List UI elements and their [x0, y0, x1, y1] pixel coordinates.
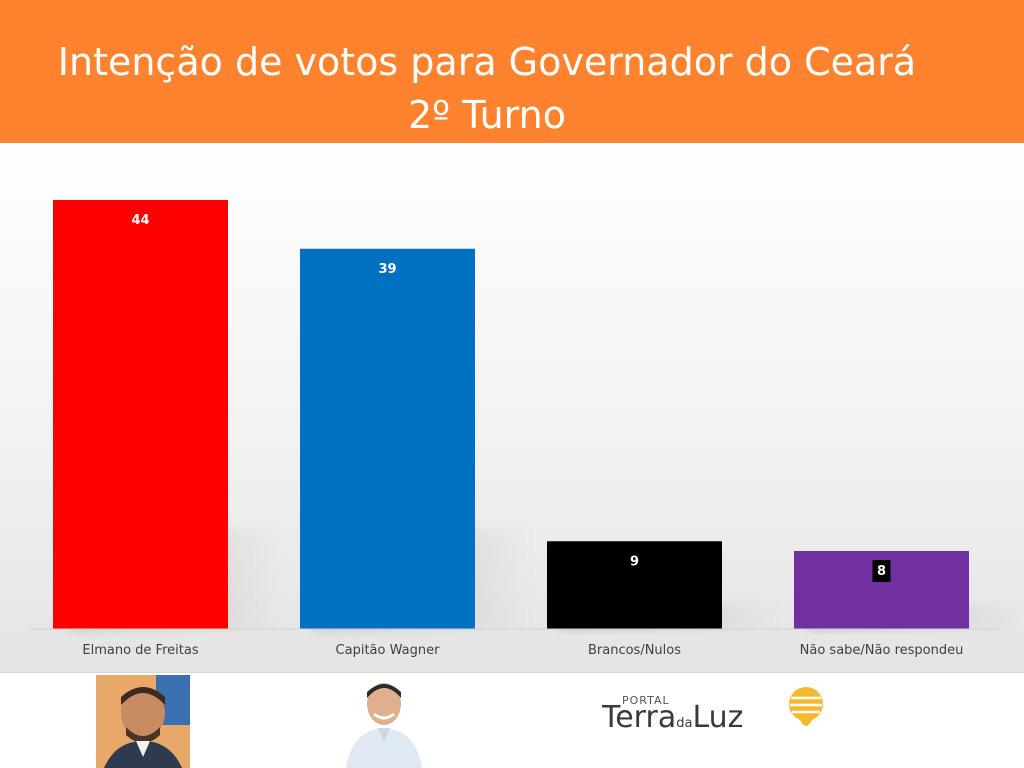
logo-luz-text: Luz: [692, 700, 744, 735]
data-label-wagner: 39: [378, 262, 396, 277]
chart-title: Intenção de votos para Governador do Cea…: [57, 40, 917, 84]
logo-portal-text: PORTAL: [622, 694, 670, 707]
logo-terra-text: Terra: [602, 700, 677, 735]
logo-wordmark: TerradaLuz: [602, 700, 743, 735]
sun-icon: [789, 687, 823, 726]
data-label-elmano: 44: [131, 213, 149, 228]
data-label-brancos-nulos: 9: [630, 554, 639, 569]
title-banner: Intenção de votos para Governador do Cea…: [0, 0, 1024, 143]
chart-subtitle: 2º Turno: [408, 93, 566, 137]
candidate-photo-wagner: [340, 676, 428, 768]
bar-brancos-nulos: [547, 541, 722, 629]
portal-terra-da-luz-logo: PORTAL TerradaLuz: [600, 684, 830, 744]
category-label-elmano: Elmano de Freitas: [82, 643, 198, 658]
candidate-photo-elmano: [96, 675, 190, 768]
data-label-nao-sabe: 8: [877, 564, 886, 579]
category-label-nao-sabe: Não sabe/Não respondeu: [800, 643, 964, 658]
plot-area: 44 Elmano de Freitas 39 Capitão Wagner 9 Bran…: [0, 143, 1024, 673]
data-label-bg-nao-sabe: [872, 560, 891, 582]
bar-chart: 44 Elmano de Freitas 39 Capitão Wagner 9 Bran…: [30, 200, 1023, 658]
category-label-brancos-nulos: Brancos/Nulos: [588, 643, 681, 658]
portrait-image: [340, 676, 428, 768]
portrait-image: [96, 675, 190, 768]
bar-elmano: [53, 200, 228, 629]
bar-wagner: [300, 248, 475, 629]
logo-da-text: da: [676, 716, 693, 731]
category-label-wagner: Capitão Wagner: [336, 643, 441, 658]
